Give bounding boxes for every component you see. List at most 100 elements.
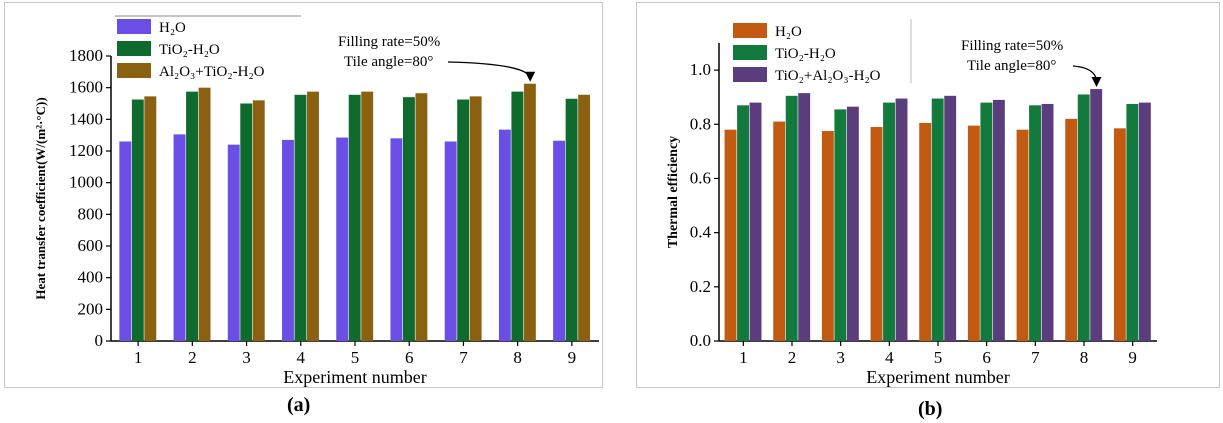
chart-a-bar xyxy=(336,137,349,341)
chart-a-legend-label: TiO₂-H₂O xyxy=(159,42,220,58)
chart-a-x-tick-label: 2 xyxy=(188,348,197,367)
chart-b-annotation-arrowhead xyxy=(1091,77,1102,88)
chart-a-x-tick-label: 7 xyxy=(459,348,468,367)
chart-b-bar xyxy=(749,102,762,341)
chart-a-bar xyxy=(511,91,524,341)
chart-a-x-axis-label: Experiment number xyxy=(283,367,426,387)
chart-a-x-tick-label: 6 xyxy=(405,348,414,367)
chart-b-bar xyxy=(967,125,980,341)
chart-a-y-axis-label: Heat transfer coefficient(W/(m²·°C)) xyxy=(33,97,48,299)
chart-b-bar xyxy=(895,98,908,341)
chart-b-legend-swatch xyxy=(733,67,767,82)
chart-a-y-tick-label: 800 xyxy=(78,204,104,223)
chart-b-bar xyxy=(1065,118,1078,341)
chart-b-bar xyxy=(1041,103,1054,341)
chart-a-bar xyxy=(361,91,374,341)
chart-b-bar xyxy=(846,106,859,341)
chart-b-bar xyxy=(821,131,834,341)
chart-a-y-tick-label: 1600 xyxy=(69,78,103,97)
chart-b-bar xyxy=(737,105,749,342)
chart-a-x-tick-label: 9 xyxy=(568,348,577,367)
chart-b-svg: 0.0 0.2 0.4 0.6 0.8 1.0 1 2 3 4 5 6 7 8 9 Experiment nu… xyxy=(666,19,1157,387)
chart-a-y-tick-label: 1000 xyxy=(69,173,103,192)
chart-b-bar xyxy=(1126,103,1139,341)
chart-b-bar xyxy=(785,95,798,341)
chart-b-x-axis-label: Experiment number xyxy=(866,367,1009,387)
chart-b-x-tick-label: 8 xyxy=(1080,348,1089,367)
chart-b-bar xyxy=(931,98,944,341)
chart-a-bar xyxy=(186,91,198,341)
chart-b-x-tick-label: 4 xyxy=(885,348,894,367)
chart-b-bar xyxy=(773,121,786,342)
chart-b-bar xyxy=(1113,128,1126,341)
chart-a-bar xyxy=(348,94,361,342)
chart-a-x-tick-label: 8 xyxy=(513,348,522,367)
chart-b-annotation-line1: Filling rate=50% xyxy=(961,38,1063,54)
chart-a-bar xyxy=(402,97,415,342)
chart-b-y-axis-label: Thermal efficiency xyxy=(666,136,681,248)
chart-a-bar xyxy=(578,94,591,342)
chart-b-y-tick-label: 1.0 xyxy=(690,60,711,79)
chart-a-y-tick-label: 400 xyxy=(78,268,104,287)
chart-a-legend-label: H₂O xyxy=(159,20,186,36)
chart-panel-b: 0.0 0.2 0.4 0.6 0.8 1.0 1 2 3 4 5 6 7 8 9 Experiment nu… xyxy=(636,2,1220,388)
chart-a-legend-swatch xyxy=(117,41,151,56)
chart-a-bar xyxy=(173,134,186,341)
chart-b-annotation-arrow xyxy=(1072,65,1098,86)
caption-b: (b) xyxy=(918,398,943,420)
chart-b-bar xyxy=(1138,102,1151,341)
chart-b-bar xyxy=(980,102,993,341)
chart-a-bar xyxy=(457,99,470,342)
chart-a-y-tick-label: 1200 xyxy=(69,141,103,160)
chart-a-x-tick-label: 1 xyxy=(134,348,143,367)
chart-a-annotation-arrowhead xyxy=(525,71,536,82)
chart-a-annotation-arrow xyxy=(447,61,531,80)
chart-b-bar xyxy=(724,129,737,341)
chart-a-bar xyxy=(227,144,240,341)
chart-b-x-tick-label: 7 xyxy=(1031,348,1040,367)
chart-a-bar xyxy=(469,96,482,341)
chart-a-bar xyxy=(498,129,511,341)
chart-b-bar xyxy=(1016,129,1029,341)
chart-a-bar xyxy=(307,91,319,341)
chart-panel-a: 0 200 400 600 800 1000 1200 1400 1600 1800 1 2 3 4 5 6 7… xyxy=(4,2,603,388)
chart-b-y-tick-label: 0.2 xyxy=(690,277,711,296)
chart-b-y-tick-label: 0.0 xyxy=(690,331,711,350)
chart-a-annotation-line1: Filling rate=50% xyxy=(338,34,440,50)
chart-a-bar xyxy=(390,138,403,341)
chart-b-legend: H₂O TiO₂-H₂O TiO₂+Al₂O₃-H₂O xyxy=(733,19,912,84)
chart-b-legend-label: TiO₂-H₂O xyxy=(775,46,836,62)
chart-a-x-tick-label: 4 xyxy=(297,348,306,367)
chart-b-bar xyxy=(1090,89,1103,342)
chart-a-y-tick-label: 1400 xyxy=(69,109,103,128)
chart-a-legend-swatch xyxy=(117,63,151,78)
chart-b-bar xyxy=(944,95,957,341)
chart-a-bar xyxy=(131,99,144,342)
chart-a-bar xyxy=(444,141,457,341)
chart-a-x-tick-label: 3 xyxy=(242,348,251,367)
chart-b-annotation-line2: Tile angle=80° xyxy=(967,58,1056,74)
chart-b-legend-label: H₂O xyxy=(775,24,802,40)
chart-b-legend-swatch xyxy=(733,45,767,60)
chart-a-svg: 0 200 400 600 800 1000 1200 1400 1600 1800 1 2 3 4 5 6 7… xyxy=(33,15,599,387)
chart-a-y-tick-label: 200 xyxy=(78,299,104,318)
chart-a-bar xyxy=(282,139,294,341)
chart-a-bar xyxy=(119,141,132,341)
chart-a-bar xyxy=(415,93,428,341)
chart-b-legend-swatch xyxy=(733,23,767,38)
chart-a-bar xyxy=(144,96,157,341)
chart-b-x-tick-label: 5 xyxy=(934,348,943,367)
caption-a: (a) xyxy=(287,394,311,416)
chart-a-bar xyxy=(240,103,253,341)
chart-a-bar xyxy=(198,87,211,342)
chart-b-x-tick-label: 1 xyxy=(739,348,748,367)
chart-a-bar xyxy=(565,98,578,341)
chart-b-x-tick-label: 6 xyxy=(982,348,991,367)
chart-a-x-tick-label: 5 xyxy=(351,348,360,367)
chart-b-bar xyxy=(798,93,811,341)
chart-b-bar xyxy=(883,102,895,341)
chart-a-legend-swatch xyxy=(117,19,151,34)
chart-a-annotation-line2: Tile angle=80° xyxy=(344,54,433,70)
chart-b-y-tick-label: 0.4 xyxy=(690,223,712,242)
chart-a-bar xyxy=(294,94,307,342)
